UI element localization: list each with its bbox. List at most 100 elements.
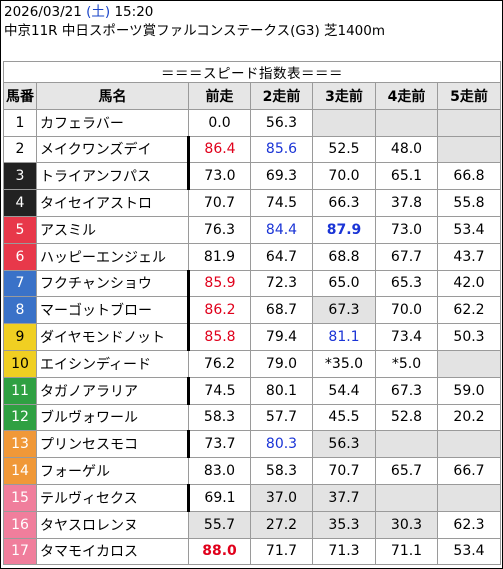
speed-index-cell: [437, 430, 501, 459]
horse-number: 13: [3, 430, 37, 459]
speed-index-cell: 81.1: [312, 323, 376, 351]
speed-index-cell: 30.3: [375, 510, 438, 539]
speed-index-cell: 73.7: [188, 430, 251, 459]
speed-index-cell: 53.4: [437, 215, 501, 244]
speed-index-cell: 73.4: [375, 323, 438, 351]
horse-number: 9: [3, 323, 37, 351]
speed-index-cell: 66.3: [312, 189, 376, 217]
speed-index-cell: 45.5: [312, 403, 376, 432]
speed-index-cell: 73.0: [188, 162, 251, 191]
race-title: 中京11R 中日スポーツ賞ファルコンステークス(G3) 芝1400m: [4, 23, 386, 39]
race-date: 2026/03/21: [4, 4, 82, 20]
horse-name: フォーゲル: [36, 457, 189, 485]
speed-index-cell: [437, 483, 501, 512]
speed-index-cell: 55.7: [188, 510, 251, 539]
speed-index-cell: 81.9: [188, 242, 251, 271]
column-header: 前走: [188, 82, 251, 110]
speed-index-cell: 70.0: [312, 162, 376, 191]
speed-index-cell: 69.3: [250, 162, 313, 191]
speed-index-cell: 55.8: [437, 189, 501, 217]
horse-row: 4 タイセイアストロ 70.7 74.5 66.3 37.8 55.8: [3, 189, 501, 217]
horse-name: エイシンディード: [36, 349, 189, 378]
speed-index-cell: 59.0: [437, 376, 501, 405]
speed-index-cell: 88.0: [188, 537, 251, 566]
horse-row: 6 ハッピーエンジェル 81.9 64.7 68.8 67.7 43.7: [3, 242, 501, 271]
horse-name: ブルヴォワール: [36, 403, 189, 432]
speed-index-cell: 70.7: [312, 457, 376, 485]
horse-row: 12 ブルヴォワール 58.3 57.7 45.5 52.8 20.2: [3, 403, 501, 432]
horse-name: フクチャンショウ: [36, 269, 190, 298]
horse-number: 12: [3, 403, 37, 432]
speed-index-cell: 66.8: [437, 162, 501, 191]
horse-name: メイクワンズデイ: [36, 135, 190, 164]
horse-number: 1: [3, 108, 37, 137]
speed-index-cell: 56.3: [312, 430, 376, 459]
speed-index-cell: 67.7: [375, 242, 438, 271]
speed-index-cell: [437, 135, 501, 164]
speed-index-cell: 62.2: [437, 296, 501, 325]
horse-name: カフェラバー: [36, 108, 189, 137]
speed-index-cell: 58.3: [188, 403, 251, 432]
horse-number: 5: [3, 215, 37, 244]
horse-row: 2 メイクワンズデイ 86.4 85.6 52.5 48.0: [3, 135, 501, 164]
horse-number: 7: [3, 269, 37, 298]
horse-name: トライアンフパス: [36, 162, 190, 191]
speed-index-cell: 76.2: [188, 349, 251, 378]
horse-row: 13 プリンセスモコ 73.7 80.3 56.3: [3, 430, 501, 459]
speed-index-cell: 62.3: [437, 510, 501, 539]
horse-row: 10 エイシンディード 76.2 79.0 *35.0 *5.0: [3, 349, 501, 378]
horse-name: マーゴットブロー: [36, 296, 190, 325]
horse-name: タマモイカロス: [36, 537, 189, 566]
race-datetime: 2026/03/21 (土) 15:20: [4, 3, 153, 21]
speed-index-table: ＝＝＝スピード指数表＝＝＝ 馬番 馬名 前走 2走前 3走前 4走前 5走前 1 カフェラバー…: [3, 61, 501, 566]
horse-row: 3 トライアンフパス 73.0 69.3 70.0 65.1 66.8: [3, 162, 501, 191]
horse-row: 15 テルヴィセクス 69.1 37.0 37.7: [3, 483, 501, 512]
speed-index-cell: 83.0: [188, 457, 251, 485]
horse-number: 14: [3, 457, 37, 485]
speed-index-cell: 79.0: [250, 349, 313, 378]
speed-index-cell: 37.0: [250, 483, 313, 512]
horse-name: テルヴィセクス: [36, 483, 190, 512]
speed-index-cell: 73.0: [375, 215, 438, 244]
speed-index-cell: 86.2: [188, 296, 251, 325]
speed-index-cell: 85.6: [250, 135, 313, 164]
speed-index-cell: 85.8: [188, 323, 251, 351]
column-header: 2走前: [250, 82, 313, 110]
speed-index-cell: 71.1: [375, 537, 438, 566]
speed-index-cell: [437, 349, 501, 378]
speed-index-cell: 53.4: [437, 537, 501, 566]
speed-index-cell: [375, 108, 438, 137]
race-time: 15:20: [114, 4, 154, 20]
speed-index-cell: 48.0: [375, 135, 438, 164]
speed-index-cell: 37.7: [312, 483, 376, 512]
speed-index-cell: 52.8: [375, 403, 438, 432]
column-header: 5走前: [437, 82, 501, 110]
speed-index-cell: 57.7: [250, 403, 313, 432]
speed-index-cell: 56.3: [250, 108, 313, 137]
speed-index-cell: 43.7: [437, 242, 501, 271]
speed-index-cell: 87.9: [312, 215, 376, 244]
table-title: ＝＝＝スピード指数表＝＝＝: [3, 61, 501, 83]
speed-index-cell: 50.3: [437, 323, 501, 351]
column-header: 4走前: [375, 82, 438, 110]
race-weekday: (土): [86, 4, 111, 20]
horse-number: 8: [3, 296, 37, 325]
horse-row: 14 フォーゲル 83.0 58.3 70.7 65.7 66.7: [3, 457, 501, 485]
speed-index-cell: 71.7: [250, 537, 313, 566]
horse-number: 2: [3, 135, 37, 164]
speed-index-cell: 68.7: [250, 296, 313, 325]
horse-number: 6: [3, 242, 37, 271]
speed-index-cell: 67.3: [375, 376, 438, 405]
horse-name: タイセイアストロ: [36, 189, 189, 217]
speed-index-cell: 27.2: [250, 510, 313, 539]
speed-index-cell: 68.8: [312, 242, 376, 271]
speed-index-cell: 74.5: [250, 189, 313, 217]
speed-index-cell: 80.3: [250, 430, 313, 459]
speed-index-cell: 80.1: [250, 376, 313, 405]
speed-index-cell: 65.3: [375, 269, 438, 298]
speed-index-cell: 74.5: [188, 376, 251, 405]
speed-index-cell: 70.7: [188, 189, 251, 217]
column-header: 馬名: [36, 82, 189, 110]
speed-index-cell: *35.0: [312, 349, 376, 378]
